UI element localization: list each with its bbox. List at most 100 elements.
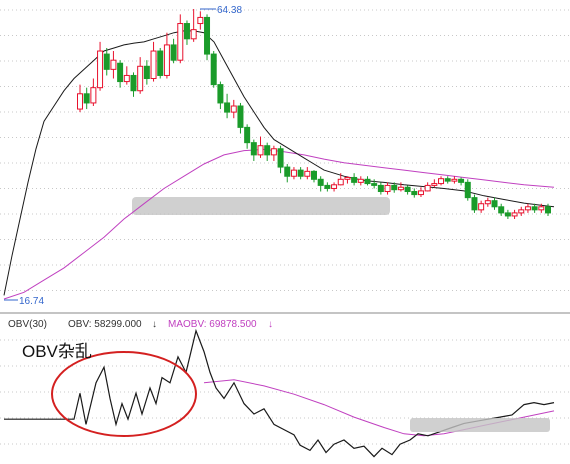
candle-body: [324, 184, 331, 189]
candle-body: [411, 191, 418, 196]
candle-body: [364, 178, 371, 185]
candle: [123, 66, 130, 85]
candle-body: [143, 65, 150, 80]
candle-body: [337, 178, 344, 186]
legend-prefix: OBV(30): [8, 319, 47, 330]
candle-body: [83, 93, 90, 104]
candle: [230, 99, 237, 119]
candle-body: [391, 184, 398, 191]
candle: [170, 38, 177, 64]
candle-body: [404, 186, 411, 193]
high-price-label: 64.38: [217, 5, 242, 16]
candle-body: [491, 200, 498, 208]
candle: [210, 51, 217, 88]
candle: [137, 57, 144, 94]
candle: [197, 11, 204, 30]
obv-annotation-text: OBV杂乱: [22, 342, 92, 361]
candle: [451, 176, 458, 184]
candle-body: [210, 53, 217, 86]
candle-body: [478, 203, 485, 211]
candle-body: [264, 145, 271, 156]
blurred-watermark: [132, 197, 390, 215]
candle: [163, 32, 170, 79]
candle: [417, 187, 424, 198]
candle: [431, 179, 438, 188]
candle-body: [157, 50, 164, 76]
candle-body: [384, 184, 391, 193]
candle: [371, 179, 378, 189]
candle: [157, 47, 164, 79]
candle: [404, 185, 411, 195]
candle-body: [331, 184, 338, 189]
candle: [204, 14, 211, 61]
candle-body: [424, 184, 431, 192]
candle-body: [377, 184, 384, 193]
candle: [190, 9, 197, 42]
candle: [244, 124, 251, 149]
candle: [270, 145, 277, 161]
candle: [357, 176, 364, 186]
candle-body: [458, 178, 465, 183]
candle: [224, 93, 231, 119]
candle: [464, 179, 471, 201]
candle-body: [110, 59, 117, 70]
candle: [518, 206, 525, 216]
candle-body: [524, 206, 531, 211]
candle-body: [270, 148, 277, 156]
candle: [391, 182, 398, 193]
indicator-legend: OBV(30) OBV: 58299.000 ↓ MAOBV: 69878.50…: [8, 319, 273, 330]
candle: [264, 142, 271, 161]
candle: [90, 78, 97, 106]
candlesticks: [77, 9, 551, 220]
candle-body: [103, 53, 110, 70]
candle: [384, 182, 391, 195]
candle-body: [117, 62, 124, 83]
candle: [97, 41, 104, 91]
candle: [317, 176, 324, 192]
obv-value-label: OBV: 58299.000: [68, 319, 142, 330]
candle: [177, 14, 184, 64]
high-price-marker: 64.38: [200, 5, 242, 16]
candle-body: [230, 105, 237, 113]
candle: [257, 136, 264, 158]
maobv-arrow: ↓: [268, 319, 273, 330]
candle: [478, 200, 485, 213]
candle: [183, 20, 190, 45]
candle-body: [451, 178, 458, 182]
candle: [324, 182, 331, 192]
candle-body: [77, 93, 83, 110]
ma-short-line: [3, 30, 555, 296]
candle: [344, 176, 351, 184]
candle: [491, 197, 498, 210]
candle-body: [438, 178, 445, 185]
blurred-watermark-indicator: [410, 418, 550, 432]
grid-lines: [0, 9, 570, 445]
candle: [83, 87, 90, 110]
low-price-marker: 16.74: [4, 296, 44, 307]
candle-body: [484, 200, 491, 205]
candle-body: [504, 212, 511, 217]
candle: [297, 167, 304, 180]
candle-body: [170, 44, 177, 61]
candle: [498, 203, 505, 216]
candle-body: [244, 126, 251, 144]
candle-body: [137, 65, 144, 92]
obv-annotation-ellipse: [51, 351, 197, 437]
candle: [377, 182, 384, 195]
candle: [331, 182, 338, 192]
candle: [304, 167, 311, 180]
candle: [438, 176, 445, 186]
candle-body: [163, 44, 170, 76]
candle: [364, 176, 371, 186]
candle-body: [464, 181, 471, 199]
candle-body: [444, 178, 451, 182]
candle-body: [518, 209, 525, 214]
obv-arrow: ↓: [152, 319, 157, 330]
candle: [545, 203, 551, 216]
candle: [250, 139, 257, 161]
candle: [117, 60, 124, 88]
candle: [531, 203, 538, 213]
candle-body: [204, 16, 211, 55]
candle: [103, 47, 110, 76]
candle-body: [237, 105, 244, 128]
